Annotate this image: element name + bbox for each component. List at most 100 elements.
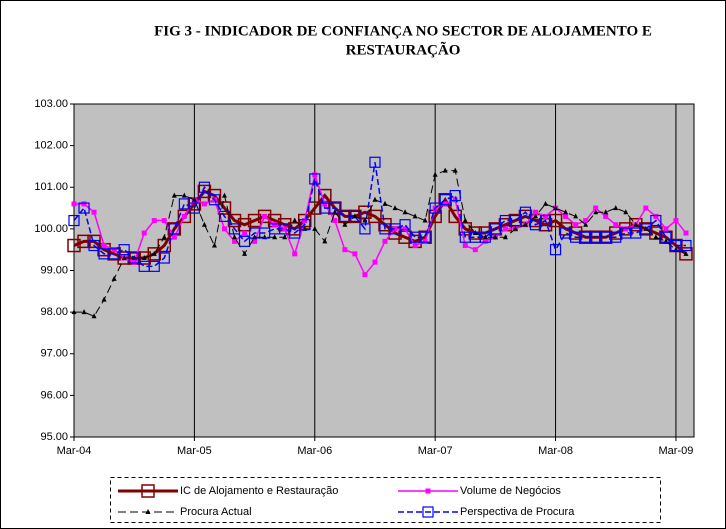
- marker: [247, 213, 262, 228]
- marker: [372, 196, 378, 202]
- marker: [181, 192, 187, 198]
- marker: [452, 197, 458, 203]
- marker: [558, 222, 573, 236]
- y-tick-label: 97.00: [40, 348, 68, 360]
- marker: [422, 506, 434, 518]
- marker: [349, 210, 361, 222]
- marker: [221, 226, 227, 232]
- y-tick-label: 98.00: [40, 306, 68, 318]
- marker: [171, 234, 177, 240]
- marker: [111, 275, 117, 281]
- marker: [452, 167, 458, 173]
- marker: [87, 234, 101, 249]
- marker: [141, 484, 155, 498]
- marker: [673, 218, 679, 224]
- marker: [218, 210, 231, 222]
- marker: [378, 217, 392, 232]
- x-tick-label: Mar-08: [538, 445, 573, 457]
- marker: [382, 200, 388, 206]
- marker: [653, 234, 659, 240]
- y-tick-label: 102.00: [34, 140, 68, 152]
- marker: [131, 259, 137, 265]
- marker: [171, 192, 177, 198]
- marker: [532, 213, 538, 219]
- marker: [643, 205, 649, 211]
- marker: [468, 226, 483, 240]
- marker: [522, 221, 528, 227]
- marker: [603, 213, 609, 219]
- x-tick-label: Mar-04: [57, 445, 92, 457]
- marker: [633, 221, 639, 227]
- series: [68, 156, 692, 272]
- marker: [322, 201, 328, 207]
- marker: [412, 213, 418, 219]
- marker: [211, 242, 217, 248]
- marker: [309, 173, 321, 185]
- marker: [208, 194, 221, 206]
- marker: [402, 226, 408, 232]
- marker: [502, 234, 508, 240]
- marker: [141, 255, 147, 261]
- marker: [158, 252, 170, 264]
- marker: [221, 192, 227, 198]
- marker: [91, 313, 97, 319]
- legend-label: IC de Alojamento e Restauração: [180, 485, 338, 497]
- y-tick-label: 103.00: [34, 98, 68, 110]
- series-line: [73, 162, 686, 268]
- marker: [359, 223, 371, 235]
- marker: [362, 272, 368, 278]
- legend-label: Procura Actual: [180, 506, 252, 518]
- marker: [161, 218, 167, 224]
- marker: [640, 223, 652, 235]
- marker: [489, 223, 501, 235]
- marker: [392, 205, 398, 211]
- marker: [419, 231, 431, 243]
- marker: [322, 238, 328, 244]
- marker: [201, 221, 207, 227]
- legend-label: Volume de Negócios: [460, 485, 561, 497]
- marker: [157, 238, 172, 253]
- marker: [663, 226, 669, 232]
- marker: [181, 213, 187, 219]
- marker: [539, 214, 552, 227]
- marker: [128, 252, 140, 264]
- marker: [563, 213, 569, 219]
- marker: [81, 309, 87, 315]
- marker: [287, 222, 302, 236]
- marker: [660, 231, 672, 243]
- marker: [191, 196, 197, 202]
- marker: [492, 234, 498, 240]
- marker: [442, 167, 448, 173]
- x-tick-label: Mar-06: [297, 445, 332, 457]
- marker: [71, 201, 77, 207]
- marker: [519, 206, 532, 218]
- marker: [77, 234, 91, 249]
- y-tick-label: 101.00: [34, 181, 68, 193]
- marker: [282, 234, 288, 240]
- marker: [442, 201, 448, 207]
- marker: [593, 209, 599, 215]
- marker: [197, 184, 212, 199]
- marker: [68, 214, 80, 227]
- marker: [91, 209, 97, 215]
- marker: [549, 244, 562, 256]
- marker: [583, 218, 589, 224]
- marker: [623, 209, 629, 215]
- marker: [650, 214, 662, 227]
- marker: [232, 238, 238, 244]
- marker: [482, 234, 488, 240]
- marker: [148, 260, 160, 272]
- marker: [639, 222, 653, 236]
- marker: [553, 205, 559, 211]
- marker: [372, 259, 378, 265]
- marker: [412, 243, 418, 249]
- x-tick-label: Mar-05: [177, 445, 212, 457]
- marker: [161, 234, 167, 240]
- marker: [177, 209, 192, 224]
- marker: [548, 213, 563, 228]
- marker: [449, 189, 461, 202]
- marker: [217, 201, 232, 215]
- marker: [302, 218, 308, 224]
- marker: [272, 234, 278, 240]
